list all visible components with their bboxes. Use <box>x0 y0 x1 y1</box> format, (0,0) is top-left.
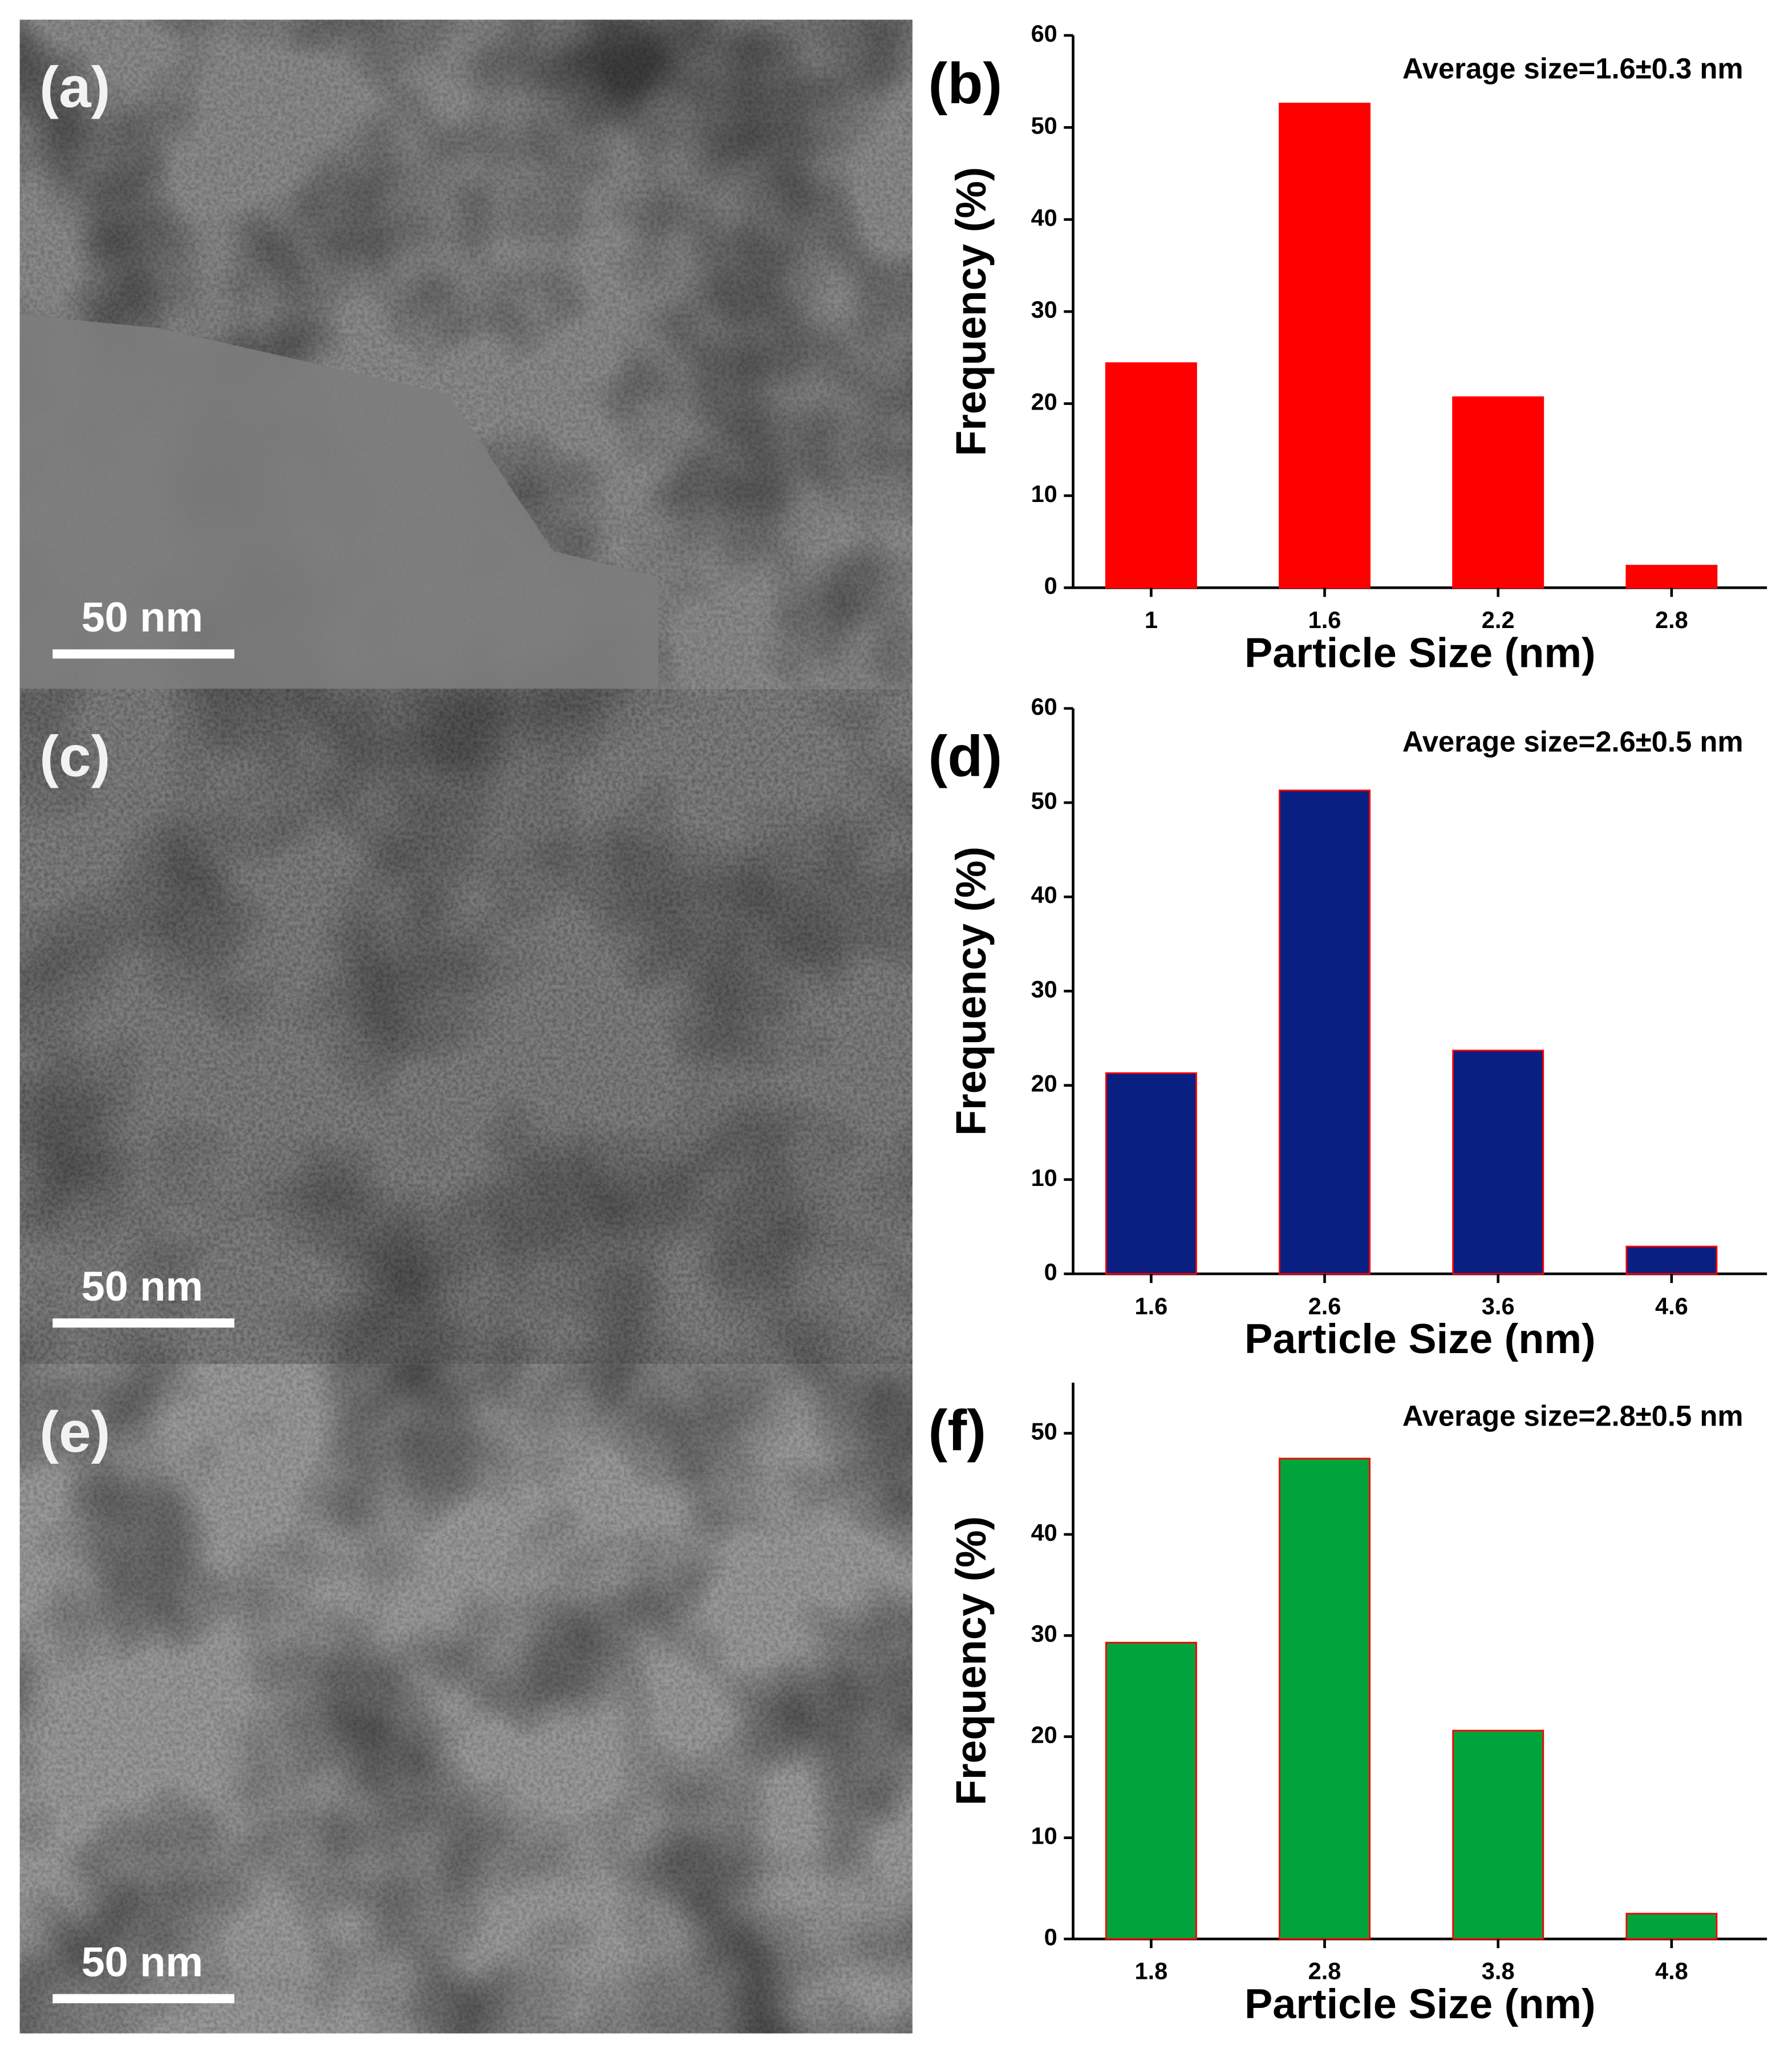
bar <box>1452 396 1544 589</box>
y-tick-label: 20 <box>1031 1070 1057 1097</box>
x-axis-label: Particle Size (nm) <box>1244 1980 1596 2027</box>
bar <box>1105 1642 1197 1940</box>
bar <box>1452 1050 1544 1275</box>
x-axis-label: Particle Size (nm) <box>1244 629 1596 676</box>
tem-image <box>19 1364 913 2034</box>
bar <box>1279 103 1371 589</box>
y-tick-label: 0 <box>1044 1258 1057 1285</box>
chart-annotation: Average size=1.6±0.3 nm <box>1402 52 1744 85</box>
scale-bar-label: 50 nm <box>82 593 203 641</box>
y-tick-label: 40 <box>1031 204 1057 231</box>
y-tick-label: 30 <box>1031 296 1057 323</box>
x-tick-label: 2.8 <box>1655 606 1688 633</box>
panel-label: (e) <box>39 1400 110 1464</box>
panel-label: (c) <box>39 724 110 789</box>
y-tick-label: 60 <box>1031 20 1057 47</box>
x-tick-label: 2.2 <box>1482 606 1515 633</box>
scale-bar <box>52 649 234 659</box>
y-tick-label: 10 <box>1031 1823 1057 1849</box>
tem-image <box>19 19 913 689</box>
y-axis-label: Frequency (%) <box>947 167 995 456</box>
bar <box>1625 1913 1718 1940</box>
y-tick-label: 0 <box>1044 1924 1057 1950</box>
bar <box>1105 1072 1197 1275</box>
panel-label: (b) <box>929 51 1003 116</box>
bar <box>1279 789 1371 1275</box>
x-tick-label: 3.6 <box>1482 1293 1515 1319</box>
bar <box>1279 1457 1371 1940</box>
bar <box>1452 1730 1544 1940</box>
y-tick-label: 50 <box>1031 1418 1057 1445</box>
x-tick-label: 4.8 <box>1655 1958 1688 1985</box>
y-tick-label: 30 <box>1031 975 1057 1002</box>
x-axis-label: Particle Size (nm) <box>1244 1315 1596 1362</box>
panel-label: (f) <box>929 1399 986 1463</box>
x-tick-label: 1.6 <box>1308 606 1341 633</box>
x-tick-label: 1.6 <box>1134 1293 1167 1319</box>
scale-bar-label: 50 nm <box>82 1938 203 1986</box>
y-tick-label: 30 <box>1031 1620 1057 1647</box>
y-axis-label: Frequency (%) <box>947 1516 995 1805</box>
y-axis-label: Frequency (%) <box>947 847 995 1136</box>
y-tick-label: 50 <box>1031 112 1057 139</box>
x-tick-label: 1.8 <box>1134 1958 1167 1985</box>
y-tick-label: 0 <box>1044 572 1057 599</box>
x-tick-label: 2.6 <box>1308 1293 1341 1319</box>
scale-bar <box>52 1994 234 2003</box>
bar <box>1625 565 1718 589</box>
bar <box>1105 362 1197 589</box>
y-tick-label: 10 <box>1031 1164 1057 1191</box>
y-tick-label: 40 <box>1031 1519 1057 1546</box>
panel-label: (d) <box>929 724 1003 789</box>
scale-bar <box>52 1318 234 1328</box>
x-tick-label: 3.8 <box>1482 1958 1515 1985</box>
bar <box>1625 1245 1718 1275</box>
tem-image <box>19 689 913 1364</box>
y-tick-label: 20 <box>1031 388 1057 415</box>
scale-bar-label: 50 nm <box>82 1262 203 1310</box>
x-tick-label: 2.8 <box>1308 1958 1341 1985</box>
y-tick-label: 20 <box>1031 1721 1057 1748</box>
panel-label: (a) <box>39 55 110 120</box>
y-tick-label: 50 <box>1031 787 1057 814</box>
y-tick-label: 60 <box>1031 693 1057 720</box>
y-tick-label: 10 <box>1031 480 1057 507</box>
x-tick-label: 4.6 <box>1655 1293 1688 1319</box>
x-tick-label: 1 <box>1145 606 1158 633</box>
y-tick-label: 40 <box>1031 881 1057 908</box>
chart-annotation: Average size=2.8±0.5 nm <box>1402 1399 1744 1432</box>
chart-annotation: Average size=2.6±0.5 nm <box>1402 725 1744 758</box>
